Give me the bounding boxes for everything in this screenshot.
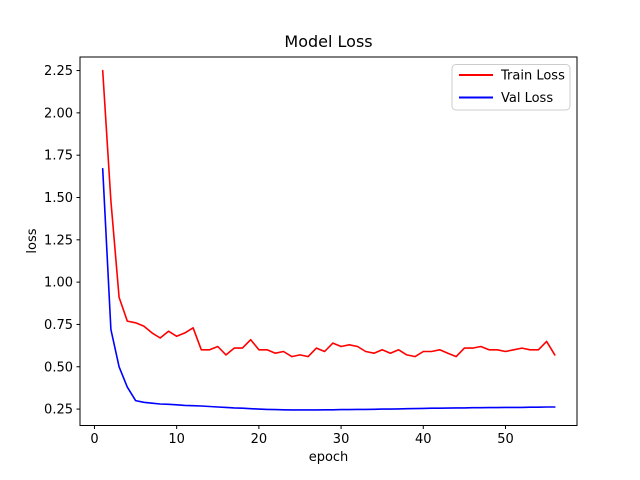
axis-ticks: 0 10 20 30 40 50 0.25 0.50 0.75 1.00 1.25 1.50 1.75 2… bbox=[44, 64, 514, 447]
y-tick-label: 2.25 bbox=[44, 64, 73, 79]
y-tick-label: 2.00 bbox=[44, 106, 73, 121]
val-loss-line bbox=[101, 167, 556, 411]
x-tick-label: 40 bbox=[415, 432, 432, 447]
x-tick-label: 20 bbox=[251, 432, 268, 447]
x-tick-label: 0 bbox=[90, 432, 98, 447]
x-tick-label: 10 bbox=[168, 432, 185, 447]
y-tick-label: 1.50 bbox=[44, 191, 73, 206]
plot-area bbox=[79, 56, 578, 426]
y-tick-label: 0.25 bbox=[44, 403, 73, 418]
x-tick-label: 30 bbox=[333, 432, 350, 447]
legend-val-loss-label: Val Loss bbox=[501, 91, 553, 106]
y-tick-label: 0.75 bbox=[44, 318, 73, 333]
chart-title: Model Loss bbox=[284, 32, 372, 51]
x-axis-label: epoch bbox=[309, 450, 349, 465]
legend-train-loss-label: Train Loss bbox=[500, 69, 565, 84]
x-tick-label: 50 bbox=[497, 432, 514, 447]
y-tick-label: 1.00 bbox=[44, 276, 73, 291]
y-tick-label: 0.50 bbox=[44, 360, 73, 375]
legend: Train Loss Val Loss bbox=[451, 64, 571, 111]
train-loss-line bbox=[101, 69, 556, 358]
data-lines bbox=[101, 69, 556, 411]
y-tick-label: 1.75 bbox=[44, 149, 73, 164]
y-tick-label: 1.25 bbox=[44, 233, 73, 248]
y-axis-label: loss bbox=[25, 228, 40, 253]
